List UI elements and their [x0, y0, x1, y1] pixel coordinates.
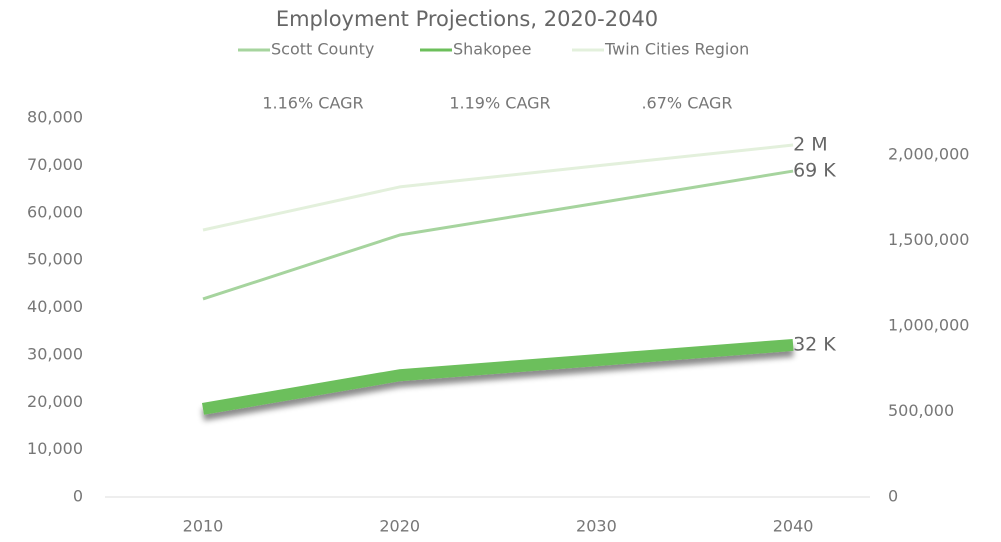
series-line: [201, 338, 794, 415]
legend-label: Twin Cities Region: [604, 40, 749, 59]
x-tick-label: 2010: [183, 517, 224, 536]
y-tick-label: 30,000: [27, 344, 83, 363]
y-tick-label: 60,000: [27, 202, 83, 221]
legend-label: Shakopee: [453, 40, 531, 59]
annotation: .67% CAGR: [641, 94, 732, 113]
legend-label: Scott County: [271, 40, 374, 59]
y2-tick-label: 1,500,000: [888, 230, 969, 249]
y2-tick-label: 500,000: [888, 401, 954, 420]
x-tick-label: 2030: [576, 517, 617, 536]
chart-title: Employment Projections, 2020-2040: [276, 7, 658, 31]
x-tick-label: 2040: [773, 517, 814, 536]
annotation: 1.19% CAGR: [449, 94, 550, 113]
y2-tick-label: 0: [888, 487, 898, 506]
series-line: [202, 143, 794, 232]
y-tick-label: 10,000: [27, 439, 83, 458]
y-tick-label: 0: [73, 487, 83, 506]
series-line: [202, 169, 794, 301]
y-tick-label: 80,000: [27, 108, 83, 127]
y-tick-label: 20,000: [27, 392, 83, 411]
y-tick-label: 70,000: [27, 155, 83, 174]
y-tick-label: 40,000: [27, 297, 83, 316]
y2-tick-label: 2,000,000: [888, 144, 969, 163]
y-tick-label: 50,000: [27, 250, 83, 269]
y2-tick-label: 1,000,000: [888, 315, 969, 334]
x-tick-label: 2020: [379, 517, 420, 536]
end-label: 2 M: [793, 134, 828, 156]
end-label: 69 K: [793, 160, 836, 182]
annotation: 1.16% CAGR: [262, 94, 363, 113]
end-label: 32 K: [793, 333, 836, 355]
